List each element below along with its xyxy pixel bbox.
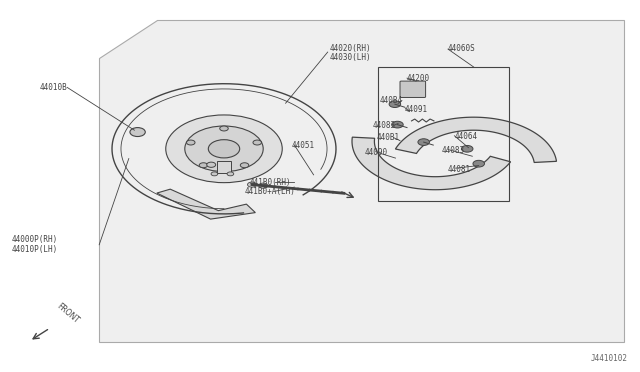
Text: 44060S: 44060S <box>448 44 476 53</box>
Text: 44090: 44090 <box>364 148 387 157</box>
Circle shape <box>220 126 228 131</box>
Circle shape <box>185 126 263 171</box>
Circle shape <box>199 163 208 168</box>
FancyBboxPatch shape <box>217 161 231 173</box>
Text: 44083: 44083 <box>442 146 465 155</box>
Circle shape <box>392 121 403 128</box>
Text: 44010P(LH): 44010P(LH) <box>12 245 58 254</box>
Text: 44030(LH): 44030(LH) <box>330 53 371 62</box>
Text: 44020(RH): 44020(RH) <box>330 44 371 53</box>
Text: 44083: 44083 <box>372 121 396 130</box>
Circle shape <box>253 140 262 145</box>
Text: 44200: 44200 <box>407 74 430 83</box>
Polygon shape <box>396 117 557 163</box>
Text: 441B0(RH): 441B0(RH) <box>250 178 291 187</box>
Text: 44081: 44081 <box>448 165 471 174</box>
Circle shape <box>227 172 234 176</box>
Text: 44010B: 44010B <box>40 83 67 92</box>
Circle shape <box>186 140 195 145</box>
Polygon shape <box>352 137 511 190</box>
Circle shape <box>418 139 429 145</box>
Circle shape <box>240 163 249 168</box>
Text: 44051: 44051 <box>291 141 314 150</box>
Text: 44091: 44091 <box>405 105 428 114</box>
Polygon shape <box>157 189 255 219</box>
Text: FRONT: FRONT <box>55 302 81 325</box>
Circle shape <box>473 160 484 167</box>
Circle shape <box>248 182 257 187</box>
Circle shape <box>259 183 268 188</box>
Circle shape <box>166 115 282 183</box>
Circle shape <box>130 128 145 137</box>
Text: 440B1: 440B1 <box>376 133 399 142</box>
Polygon shape <box>99 20 624 342</box>
Circle shape <box>207 162 216 167</box>
Text: 440B4: 440B4 <box>380 96 403 105</box>
Circle shape <box>211 172 218 176</box>
Circle shape <box>208 140 240 158</box>
Text: 441B0+A(LH): 441B0+A(LH) <box>244 187 295 196</box>
Circle shape <box>461 145 473 152</box>
Text: 44000P(RH): 44000P(RH) <box>12 235 58 244</box>
Text: J4410102: J4410102 <box>590 355 627 363</box>
Text: 44064: 44064 <box>454 132 477 141</box>
FancyBboxPatch shape <box>400 81 426 97</box>
Circle shape <box>389 101 401 108</box>
